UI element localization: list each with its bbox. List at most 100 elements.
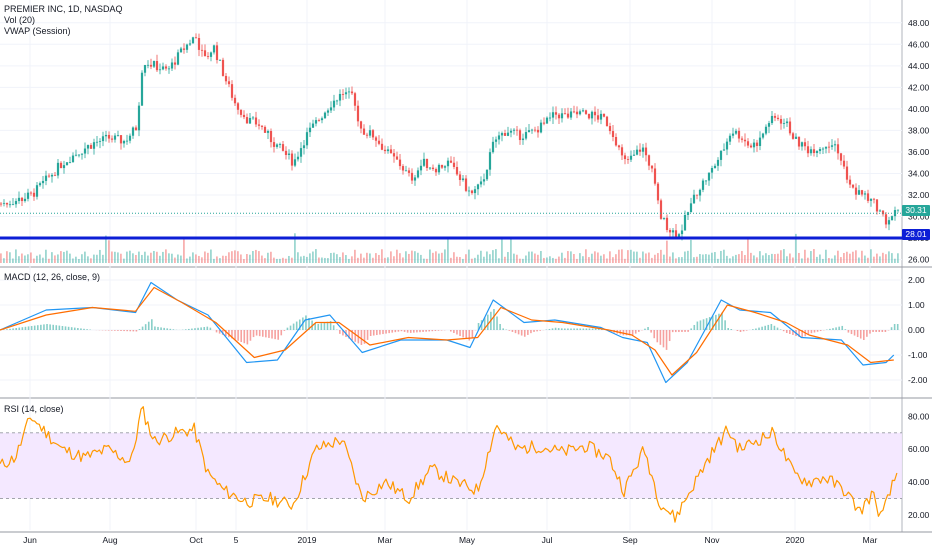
volume-bar	[333, 252, 335, 263]
macd-histogram-bar	[659, 330, 662, 345]
macd-tick-label: 2.00	[908, 275, 925, 285]
macd-histogram-bar	[86, 329, 88, 330]
macd-histogram-bar	[135, 330, 138, 332]
volume-bar	[177, 254, 179, 263]
volume-bar	[879, 256, 881, 263]
macd-histogram-bar	[564, 328, 566, 330]
macd-histogram-bar	[878, 330, 881, 332]
volume-bar	[645, 253, 647, 263]
price-tick-label: 38.00	[908, 125, 930, 135]
volume-bar	[729, 258, 731, 263]
symbol-label[interactable]: PREMIER INC, 1D, NASDAQ	[4, 4, 123, 14]
macd-histogram-bar	[403, 330, 406, 332]
volume-bar	[552, 257, 554, 263]
volume-bar	[147, 255, 149, 263]
candle-body	[281, 144, 285, 151]
volume-bar	[174, 257, 176, 263]
macd-histogram-bar	[527, 330, 529, 335]
candle-body	[191, 37, 195, 44]
volume-bar	[738, 254, 740, 263]
candle-body	[731, 133, 735, 136]
candle-body	[218, 59, 222, 61]
volume-bar	[789, 253, 791, 263]
volume-bar	[264, 258, 266, 263]
rsi-legend[interactable]: RSI (14, close)	[4, 404, 64, 415]
macd-histogram-bar	[231, 330, 233, 339]
macd-histogram-bar	[237, 330, 239, 341]
candle-body	[737, 130, 741, 139]
candle-body	[878, 210, 882, 212]
candle-body	[614, 137, 618, 146]
macd-histogram-bar	[286, 327, 289, 330]
macd-histogram-bar	[203, 327, 206, 330]
macd-histogram-bar	[588, 328, 591, 330]
macd-title: MACD (12, 26, close, 9)	[4, 272, 101, 282]
candle-body	[0, 203, 3, 205]
macd-histogram-bar	[711, 315, 714, 330]
macd-histogram-bar	[117, 330, 119, 331]
volume-bar	[876, 253, 878, 263]
volume-bar	[141, 254, 143, 263]
macd-histogram-bar	[755, 328, 757, 330]
candle-body	[56, 162, 60, 176]
volume-bar	[510, 238, 512, 263]
time-tick-label: Jun	[23, 535, 37, 545]
candle-body	[377, 140, 381, 144]
macd-histogram-bar	[342, 330, 344, 336]
candle-body	[710, 168, 714, 173]
candle-body	[71, 155, 75, 163]
volume-bar	[582, 256, 584, 263]
volume-bar	[666, 240, 668, 263]
time-tick-label: Aug	[102, 535, 117, 545]
macd-legend[interactable]: MACD (12, 26, close, 9)	[4, 272, 100, 283]
volume-bar	[657, 253, 659, 263]
candle-body	[119, 135, 123, 144]
time-tick-label: Mar	[378, 535, 393, 545]
candle-body	[602, 113, 606, 117]
volume-bar	[810, 251, 812, 263]
volume-bar	[630, 249, 632, 263]
vwap-label[interactable]: VWAP (Session)	[4, 26, 71, 36]
candle-body	[107, 134, 111, 139]
volume-bar	[186, 258, 188, 263]
volume-bar	[714, 252, 716, 263]
macd-histogram-bar	[369, 330, 372, 336]
macd-histogram-bar	[83, 328, 85, 330]
volume-label[interactable]: Vol (20)	[4, 15, 36, 25]
macd-histogram-bar	[391, 330, 394, 333]
candle-body	[563, 113, 567, 115]
candle-body	[155, 61, 159, 71]
macd-histogram-bar	[486, 314, 489, 330]
candle-body	[365, 134, 369, 136]
volume-bar	[252, 251, 254, 263]
candle-body	[128, 135, 132, 141]
candle-body	[713, 165, 717, 169]
time-tick-label: Jul	[542, 535, 553, 545]
candle-body	[278, 144, 282, 145]
volume-bar	[663, 254, 665, 263]
candle-body	[533, 129, 537, 131]
candle-body	[110, 138, 114, 140]
candle-body	[818, 148, 822, 152]
macd-histogram-bar	[6, 329, 8, 330]
candle-body	[764, 126, 768, 134]
candle-body	[635, 149, 639, 155]
candle-body	[20, 197, 24, 202]
volume-bar	[237, 251, 239, 263]
volume-bar	[468, 249, 470, 263]
candle-body	[551, 112, 555, 118]
candle-body	[494, 139, 498, 142]
candle-body	[32, 192, 36, 197]
volume-bar	[396, 249, 398, 263]
candle-body	[473, 189, 477, 194]
macd-histogram-bar	[730, 329, 733, 330]
volume-bar	[348, 258, 350, 263]
volume-bar	[855, 250, 857, 263]
macd-histogram-bar	[46, 324, 48, 330]
macd-histogram-bar	[191, 328, 193, 330]
macd-histogram-bar	[665, 330, 668, 350]
candle-body	[875, 199, 879, 212]
candle-body	[590, 111, 594, 119]
macd-histogram-bar	[314, 323, 316, 330]
